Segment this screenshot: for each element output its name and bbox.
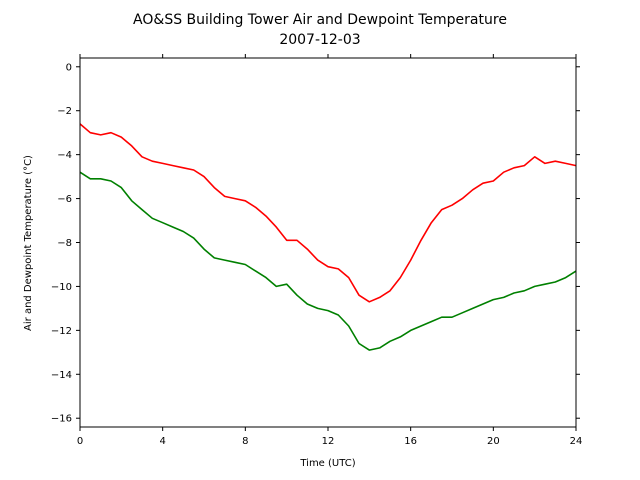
y-tick-label: −6 — [57, 194, 72, 205]
y-axis-label: Air and Dewpoint Temperature (°C) — [23, 155, 34, 331]
y-tick-label: −4 — [57, 150, 72, 161]
x-tick-label: 4 — [159, 436, 165, 447]
series-group — [79, 123, 577, 351]
y-tick-label: −16 — [51, 414, 72, 425]
y-tick-label: −8 — [57, 238, 72, 249]
x-tick-label: 24 — [570, 436, 583, 447]
x-tick-label: 12 — [322, 436, 335, 447]
chart-subtitle: 2007-12-03 — [279, 32, 360, 48]
x-tick-label: 20 — [487, 436, 500, 447]
y-tick-label: −10 — [51, 282, 72, 293]
x-axis-ticks: 0 4 8 12 16 20 24 — [77, 54, 583, 447]
x-tick-label: 0 — [77, 436, 83, 447]
y-tick-label: 0 — [66, 62, 72, 73]
plot-frame — [79, 57, 577, 428]
y-tick-label: −12 — [51, 326, 72, 337]
y-tick-label: −2 — [57, 106, 72, 117]
air-temperature-line — [79, 123, 577, 303]
chart-title: AO&SS Building Tower Air and Dewpoint Te… — [133, 12, 507, 28]
x-axis-label: Time (UTC) — [299, 458, 355, 469]
y-axis-ticks: 0 −2 −4 −6 −8 −10 −12 −14 −16 — [51, 62, 580, 425]
x-tick-label: 8 — [242, 436, 248, 447]
y-tick-label: −14 — [51, 370, 72, 381]
dewpoint-temperature-line — [79, 171, 577, 351]
x-tick-label: 16 — [404, 436, 417, 447]
